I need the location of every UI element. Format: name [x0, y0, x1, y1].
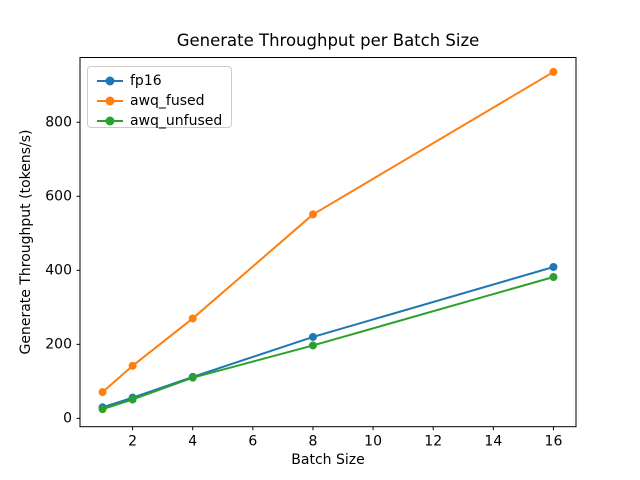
x-tick-label: 10	[364, 433, 382, 449]
x-tick-label: 16	[545, 433, 563, 449]
legend-item-fp16: fp16	[97, 71, 231, 91]
legend-line-sample	[97, 76, 123, 86]
legend-item-awq-unfused: awq_unfused	[97, 111, 231, 131]
y-axis-label: Generate Throughput (tokens/s)	[18, 129, 34, 355]
data-point-fp16	[549, 262, 558, 271]
x-tick-label: 2	[128, 433, 137, 449]
y-tick-label: 600	[45, 188, 72, 204]
data-point-awq_fused	[308, 210, 317, 219]
x-tick-label: 6	[248, 433, 257, 449]
x-tick-label: 14	[484, 433, 502, 449]
data-point-awq_unfused	[188, 373, 197, 382]
data-point-awq_fused	[188, 314, 197, 323]
legend-marker-icon	[105, 76, 115, 86]
legend-marker-icon	[105, 116, 115, 126]
legend-marker-icon	[105, 96, 115, 106]
x-tick-label: 4	[188, 433, 197, 449]
data-point-awq_fused	[549, 67, 558, 76]
legend-line-sample	[97, 96, 123, 106]
y-tick-label: 0	[63, 410, 72, 426]
data-point-awq_fused	[128, 361, 137, 370]
legend-label: awq_unfused	[130, 113, 223, 129]
data-point-awq_unfused	[98, 405, 107, 414]
legend-item-awq-fused: awq_fused	[97, 91, 231, 111]
series-line-awq_unfused	[102, 276, 554, 411]
y-tick-label: 800	[45, 114, 72, 130]
x-tick-label: 8	[309, 433, 318, 449]
x-axis-label: Batch Size	[291, 452, 365, 468]
data-point-awq_fused	[98, 388, 107, 397]
data-point-fp16	[308, 332, 317, 341]
data-point-awq_unfused	[549, 272, 558, 281]
axes-frame	[79, 57, 577, 428]
x-tick-label: 12	[424, 433, 442, 449]
chart-title: Generate Throughput per Batch Size	[176, 31, 480, 50]
legend-label: fp16	[130, 73, 162, 89]
data-point-awq_unfused	[128, 395, 137, 404]
legend-line-sample	[97, 116, 123, 126]
y-tick-label: 400	[45, 262, 72, 278]
legend-label: awq_fused	[130, 93, 205, 109]
y-tick-label: 200	[45, 336, 72, 352]
data-point-awq_unfused	[308, 341, 317, 350]
legend: fp16 awq_fused awq_unfused	[87, 66, 232, 131]
